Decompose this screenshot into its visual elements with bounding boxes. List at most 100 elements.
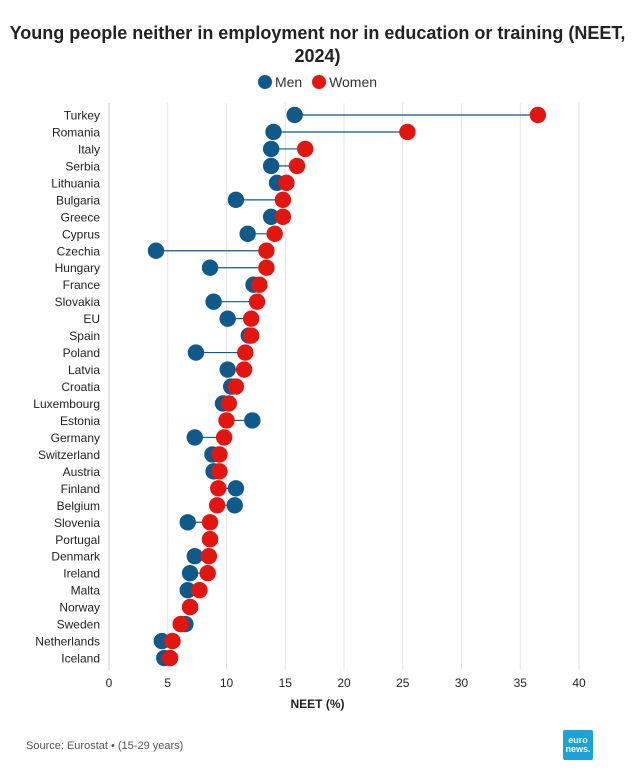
women-point [274,191,292,209]
category-label: Latvia [68,363,100,377]
category-label: Turkey [64,109,100,123]
women-point [211,446,228,463]
category-label: EU [83,312,100,326]
men-point [201,259,219,276]
category-label: Ireland [63,567,100,581]
women-point [211,463,228,480]
category-label: Croatia [61,380,100,394]
men-point [226,497,243,514]
category-label: Slovakia [55,295,101,309]
men-point [186,429,203,446]
category-label: Sweden [57,618,100,632]
legend-marker-men [257,75,272,89]
women-point [215,429,233,446]
dumbbell-chart: 0 5 10 15 20 25 30 35 40 Turkey Romania Italy Serbia… [33,103,586,690]
category-label: Cyprus [62,227,100,241]
women-point [201,514,219,531]
category-label: Denmark [51,550,101,564]
category-label: Bulgaria [56,193,100,207]
chart-title: Young people neither in employment nor i… [9,23,626,66]
men-point [219,310,236,327]
category-label: Serbia [65,159,100,173]
men-point [179,581,196,599]
women-point [266,225,283,242]
legend-item-women[interactable]: Women [312,74,377,90]
men-point [227,480,245,497]
men-point [262,208,280,226]
x-tick-label: 40 [572,676,586,690]
category-label: Estonia [60,414,100,428]
women-point [164,632,181,650]
women-point [251,276,268,293]
x-tick-label: 30 [455,676,469,690]
category-label: Hungary [55,261,100,275]
category-label: Belgium [57,499,100,513]
legend: Men Women [0,74,635,92]
category-label: Switzerland [38,448,100,462]
category-label: Austria [63,465,101,479]
women-point [258,242,275,259]
category-label: Poland [63,346,100,360]
source-note: Source: Eurostat • (15-29 years) [26,740,184,752]
category-label: Slovenia [54,516,100,530]
women-point [399,123,416,141]
men-point [187,344,205,361]
women-point [274,208,292,226]
men-point [147,242,165,259]
category-label: Romania [52,125,100,139]
category-label: Netherlands [35,635,100,649]
men-point [181,564,199,582]
category-label: Norway [59,601,100,615]
women-point [218,412,235,429]
women-point [242,310,260,327]
x-tick-label: 0 [106,676,113,690]
women-point [199,564,216,582]
category-label: Czechia [57,244,101,258]
women-point [200,548,218,565]
men-point [265,123,282,141]
category-label: Italy [78,142,100,156]
men-point [286,106,303,124]
legend-label-men: Men [274,74,303,90]
men-point [262,157,280,175]
x-axis-title: NEET (%) [290,697,345,711]
category-label: Spain [69,329,100,343]
category-label: Germany [51,431,100,445]
women-point [237,344,254,361]
women-point [235,361,253,378]
women-point [242,327,260,344]
women-point [220,395,238,412]
x-tick-label: 35 [514,676,528,690]
x-tick-label: 15 [279,676,293,690]
men-point [227,191,245,209]
women-point [210,480,227,497]
legend-marker-women [312,75,327,89]
x-tick-label: 25 [396,676,410,690]
women-point [278,174,295,192]
men-point [262,140,280,158]
x-tick-label: 10 [220,676,234,690]
legend-label-women: Women [329,74,378,90]
women-point [297,140,314,158]
women-point [208,497,226,514]
men-point [186,548,203,565]
category-label: France [63,278,101,292]
women-point [161,649,179,667]
women-point [529,106,547,124]
women-point [248,293,266,310]
women-point [201,531,219,548]
category-label: Malta [71,584,101,598]
men-point [239,225,256,242]
legend-item-men[interactable]: Men [257,74,303,90]
category-label: Iceland [61,652,100,666]
category-label: Finland [61,482,100,496]
euronews-logo: euro news. [563,730,593,760]
category-label: Lithuania [51,176,100,190]
x-tick-label: 20 [337,676,351,690]
women-point [258,259,275,276]
women-point [227,378,245,395]
men-point [179,514,196,531]
women-point [191,581,208,599]
category-label: Luxembourg [33,397,100,411]
women-point [172,615,189,633]
